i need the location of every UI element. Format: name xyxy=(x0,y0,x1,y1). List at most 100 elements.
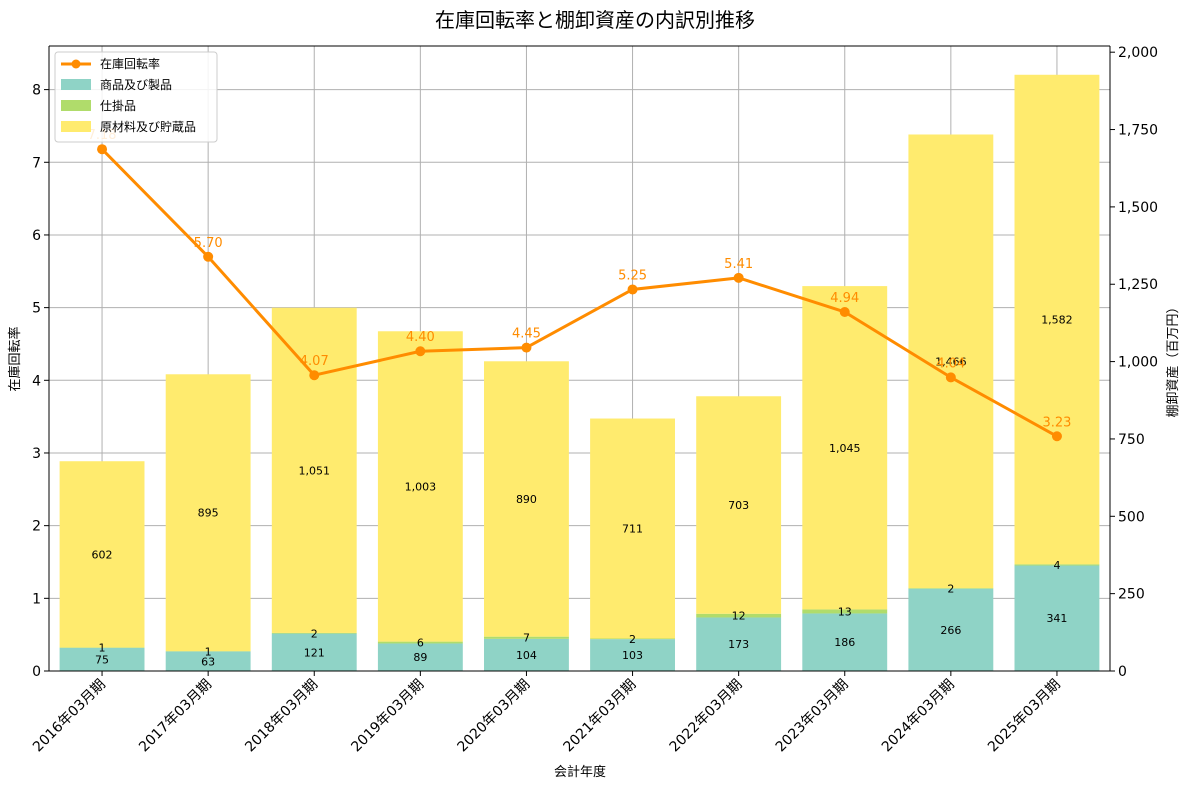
bar-label-products: 341 xyxy=(1046,612,1067,625)
turnover-point xyxy=(945,372,956,383)
bar-materials xyxy=(271,307,357,633)
left-tick-label: 1 xyxy=(32,591,41,607)
bar-products xyxy=(590,639,675,671)
bar-label-wip: 2 xyxy=(947,582,954,595)
bar-materials xyxy=(59,461,145,648)
bar-label-products: 63 xyxy=(201,655,215,668)
bar-wip xyxy=(484,636,569,639)
bar-wip xyxy=(908,588,994,589)
right-tick-label: 1,250 xyxy=(1118,277,1158,293)
legend-box xyxy=(54,51,218,143)
bar-products xyxy=(271,633,357,671)
bar-materials xyxy=(1014,74,1100,565)
bar-label-wip: 1 xyxy=(99,642,106,655)
turnover-point xyxy=(627,284,638,295)
turnover-line-path xyxy=(100,148,1058,438)
bar-wip xyxy=(696,613,782,618)
legend-line-marker xyxy=(71,59,81,69)
right-tick-label: 750 xyxy=(1118,432,1145,448)
turnover-point xyxy=(309,370,320,381)
bar-label-materials: 1,466 xyxy=(935,355,967,368)
turnover-label: 3.23 xyxy=(1042,415,1071,430)
left-tick-label: 5 xyxy=(32,301,41,317)
bar-products xyxy=(1014,565,1100,671)
right-tick-label: 1,500 xyxy=(1118,200,1158,216)
x-tick-label: 2022年03月期 xyxy=(667,677,746,756)
bar-label-wip: 12 xyxy=(732,610,746,623)
legend-swatch xyxy=(61,121,91,132)
bar-label-products: 186 xyxy=(834,636,855,649)
bar-wip xyxy=(590,638,675,640)
bar-label-products: 121 xyxy=(304,646,325,659)
bar-materials xyxy=(802,286,888,610)
bar-products xyxy=(802,613,888,671)
turnover-point xyxy=(415,346,426,357)
x-axis-label: 会計年度 xyxy=(554,764,606,780)
right-tick-label: 250 xyxy=(1118,587,1145,603)
bar-label-materials: 703 xyxy=(728,499,749,512)
chart-title: 在庫回転率と棚卸資産の内訳別推移 xyxy=(435,8,755,32)
bar-label-products: 173 xyxy=(728,638,749,651)
left-tick-label: 3 xyxy=(32,446,41,462)
right-tick-label: 1,000 xyxy=(1118,355,1158,371)
x-tick-label: 2021年03月期 xyxy=(561,677,640,756)
turnover-point xyxy=(521,342,532,353)
bar-label-materials: 1,003 xyxy=(405,480,437,493)
right-tick-label: 500 xyxy=(1118,509,1145,525)
turnover-point xyxy=(733,272,744,283)
bar-label-materials: 1,582 xyxy=(1041,314,1073,327)
bar-labels: 75160263189512121,0518961,00310478901032… xyxy=(92,314,1073,669)
legend-label: 在庫回転率 xyxy=(100,56,160,71)
turnover-label: 5.41 xyxy=(724,257,753,272)
bar-products xyxy=(165,651,251,671)
bar-label-materials: 1,045 xyxy=(829,442,861,455)
right-tick-label: 2,000 xyxy=(1118,45,1158,61)
right-tick-label: 0 xyxy=(1118,664,1127,680)
bar-products xyxy=(377,643,463,671)
legend-swatch xyxy=(61,79,91,90)
bar-products xyxy=(908,588,994,671)
x-tick-label: 2019年03月期 xyxy=(348,677,427,756)
bar-label-wip: 2 xyxy=(311,627,318,640)
turnover-label: 5.70 xyxy=(194,236,223,251)
bar-label-wip: 2 xyxy=(629,633,636,646)
bar-wip xyxy=(271,632,357,634)
bar-label-wip: 13 xyxy=(838,605,852,618)
turnover-point xyxy=(839,306,850,317)
bar-label-materials: 895 xyxy=(198,507,219,520)
bar-label-wip: 7 xyxy=(523,632,530,645)
x-tick-label: 2018年03月期 xyxy=(242,677,321,756)
legend-label: 商品及び製品 xyxy=(100,77,172,92)
bar-label-wip: 4 xyxy=(1053,559,1060,572)
bar-materials xyxy=(696,396,782,614)
turnover-label: 4.40 xyxy=(406,330,435,345)
left-tick-label: 7 xyxy=(32,155,41,171)
bar-wip xyxy=(377,641,463,644)
left-tick-label: 4 xyxy=(32,373,41,389)
x-tick-label: 2023年03月期 xyxy=(773,677,852,756)
left-tick-label: 8 xyxy=(32,83,41,99)
legend-label: 原材料及び貯蔵品 xyxy=(100,120,196,134)
bar-products xyxy=(696,617,782,671)
bars xyxy=(59,74,1100,671)
bar-wip xyxy=(1014,564,1100,566)
x-tick-label: 2025年03月期 xyxy=(985,677,1064,756)
bar-label-materials: 890 xyxy=(516,493,537,506)
left-tick-label: 6 xyxy=(32,228,41,244)
x-tick-label: 2016年03月期 xyxy=(30,677,109,756)
bar-materials xyxy=(377,331,463,642)
right-tick-label: 1,750 xyxy=(1118,123,1158,139)
turnover-label: 4.45 xyxy=(512,327,541,342)
bar-products xyxy=(59,647,145,671)
x-tick-label: 2020年03月期 xyxy=(454,677,533,756)
y-axis-left-label: 在庫回転率 xyxy=(7,326,23,391)
axes xyxy=(44,45,1115,676)
turnover-label: 5.25 xyxy=(618,268,647,283)
bar-label-products: 75 xyxy=(95,653,109,666)
bar-label-products: 104 xyxy=(516,649,537,662)
bar-label-wip: 6 xyxy=(417,637,424,650)
bar-label-materials: 602 xyxy=(92,548,113,561)
legend-label: 仕掛品 xyxy=(100,98,136,113)
